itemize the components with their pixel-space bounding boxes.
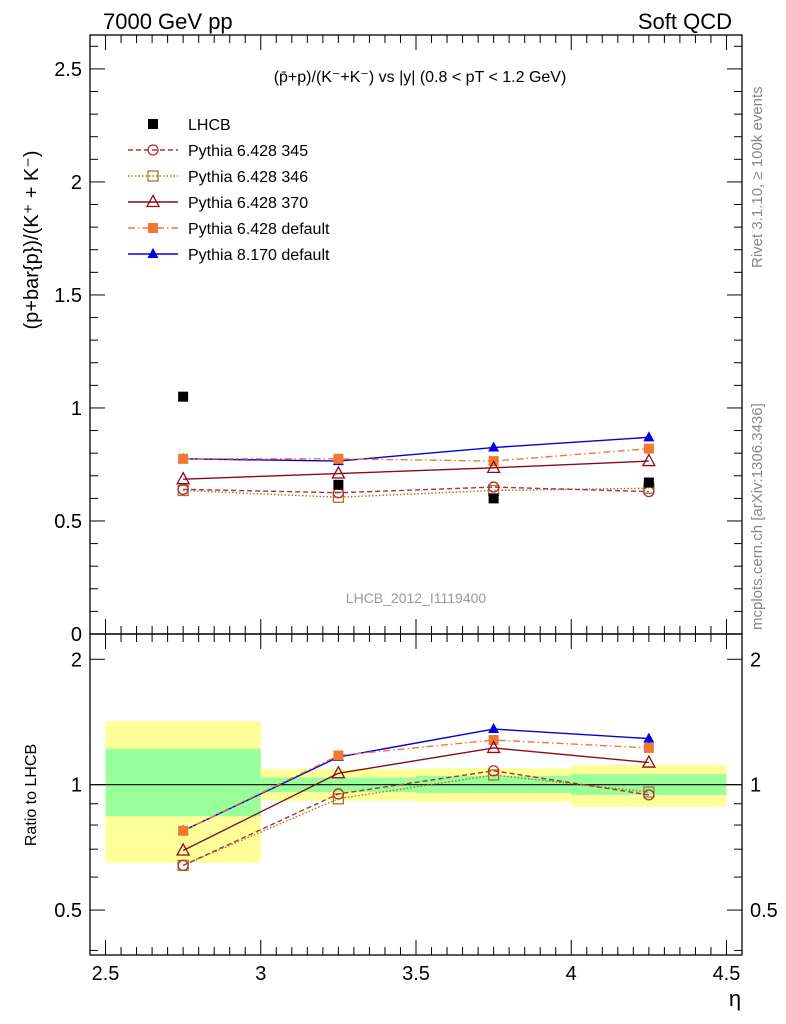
y-tick-label-right: 1: [750, 775, 761, 797]
data-point-p370: [641, 754, 656, 768]
header-left: 7000 GeV pp: [103, 9, 233, 34]
data-point-p8def: [643, 431, 655, 442]
data-point-p6def: [178, 825, 189, 836]
series-line-p370: [182, 747, 649, 852]
series-line-p346: [183, 487, 649, 498]
legend-label: Pythia 6.428 346: [188, 169, 308, 186]
legend-marker: [147, 144, 159, 156]
y-tick-label: 1: [71, 775, 82, 797]
data-point-p370: [176, 471, 191, 485]
data-point-p370: [486, 740, 501, 754]
data-point-p370: [641, 453, 656, 467]
legend-label: Pythia 8.170 default: [188, 247, 330, 264]
data-point-p6def: [333, 750, 344, 761]
data-point-p346: [643, 786, 655, 798]
y-tick-label: 0: [71, 624, 82, 646]
y-tick-label-right: 2: [750, 649, 761, 671]
x-tick-label: 3.5: [402, 963, 430, 985]
mcplots-label: mcplots.cern.ch [arXiv:1306.3436]: [749, 403, 766, 630]
y-tick-label: 2: [71, 649, 82, 671]
data-point-p345: [487, 765, 500, 777]
series-line-p6def: [182, 739, 649, 832]
legend-label: LHCB: [188, 117, 231, 134]
data-point-LHCB: [488, 493, 499, 504]
main-plot: 0.5 1 1.5 2 2.5 0: [54, 34, 743, 646]
main-ylabel: (p+bar{p})/(K⁺ + K⁻): [21, 151, 43, 330]
data-point-p370: [331, 465, 346, 479]
band-green: [105, 748, 261, 817]
series-line-p370: [183, 460, 649, 480]
data-point-p6def: [488, 735, 499, 746]
watermark: LHCB_2012_I1119400: [346, 590, 487, 606]
legend-marker: [147, 170, 159, 182]
data-point-p370: [486, 460, 501, 474]
legend-marker: [148, 119, 158, 129]
x-tick-label: 3: [255, 963, 266, 985]
y-tick-label: 1: [71, 398, 82, 420]
legend-marker: [148, 223, 158, 233]
y-tick-label: 2.5: [54, 59, 82, 81]
data-point-p6def: [643, 742, 654, 753]
ratio-ylabel: Ratio to LHCB: [23, 744, 40, 846]
x-axis-label: η: [729, 986, 741, 1011]
data-point-p8def: [643, 732, 655, 743]
y-tick-label: 0.5: [54, 511, 82, 533]
data-point-p8def: [488, 723, 500, 734]
data-point-p345: [487, 481, 500, 493]
legend-label: Pythia 6.428 370: [188, 195, 308, 212]
data-point-p370: [331, 765, 346, 779]
data-point-p6def: [178, 453, 189, 464]
y-tick-label: 0.5: [54, 900, 82, 922]
main-title: (p̄+p)/(K⁻+K⁻) vs |y| (0.8 < pT < 1.2 Ge…: [274, 69, 567, 86]
header-right: Soft QCD: [638, 9, 732, 34]
ratio-plot: 0.5 0.5 1 1 2 2 2.5 3 3.5 4 4.5: [54, 633, 778, 985]
legend-marker: [145, 194, 161, 208]
legend-marker: [147, 248, 159, 258]
data-point-p345: [332, 788, 345, 800]
data-point-LHCB: [178, 391, 189, 402]
y-tick-label: 2: [71, 172, 82, 194]
data-point-p8def: [488, 441, 500, 452]
series-line-p346: [182, 774, 649, 867]
data-point-p370: [176, 842, 191, 856]
y-tick-label-right: 0.5: [750, 900, 778, 922]
x-tick-label: 4.5: [713, 963, 741, 985]
series-line-p6def: [183, 447, 649, 462]
data-point-p6def: [333, 453, 344, 464]
data-point-p345: [177, 483, 189, 495]
series-line-p8def: [183, 436, 649, 462]
rivet-label: Rivet 3.1.10, ≥ 100k events: [749, 86, 766, 268]
legend-label: Pythia 6.428 345: [188, 143, 308, 160]
series-line-p8def: [182, 728, 649, 832]
data-point-p345: [177, 859, 189, 872]
series-line-p345: [182, 770, 649, 867]
legend-label: Pythia 6.428 default: [188, 221, 330, 238]
x-tick-label: 2.5: [92, 963, 120, 985]
data-point-p6def: [643, 443, 654, 454]
legend: LHCB Pythia 6.428 345 Pythia 6.428 346 Pyth…: [128, 117, 330, 264]
data-point-p345: [643, 789, 655, 801]
data-point-LHCB: [643, 477, 654, 488]
x-tick-label: 4: [566, 963, 577, 985]
y-tick-label: 1.5: [54, 285, 82, 307]
series-line-p345: [183, 486, 649, 494]
data-point-p346: [487, 769, 500, 781]
data-point-LHCB: [333, 479, 344, 490]
